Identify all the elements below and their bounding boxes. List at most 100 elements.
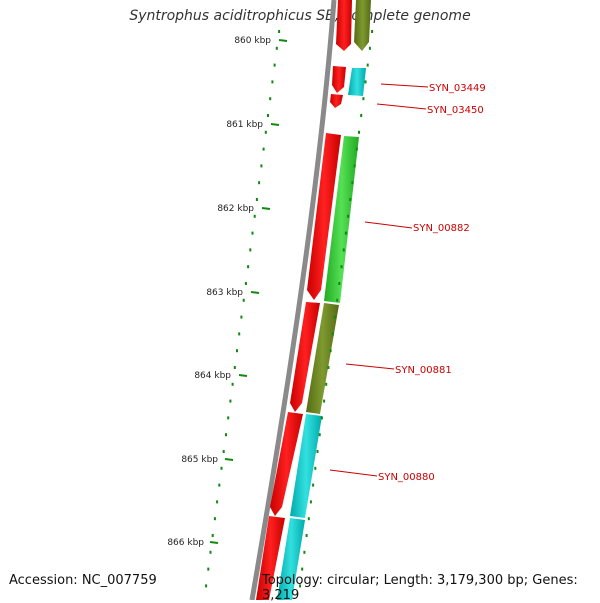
ruler-dot	[353, 164, 356, 168]
tick-label: 863 kbp	[206, 288, 243, 298]
genome-backbone	[249, 0, 337, 600]
ruler-dot	[314, 466, 317, 470]
ruler-dot	[368, 46, 371, 50]
ruler-dot	[247, 265, 250, 269]
gene-label-leaders	[329, 83, 429, 477]
major-tick	[224, 458, 234, 461]
ruler-dot	[260, 164, 263, 168]
ruler-dot	[316, 450, 319, 453]
ruler-dot	[327, 366, 330, 369]
ruler-dot	[231, 382, 234, 386]
tick-label: 865 kbp	[181, 455, 218, 465]
ruler-dot	[267, 114, 269, 117]
major-tick	[261, 207, 271, 210]
summary-text: Topology: circular; Length: 3,179,300 bp…	[262, 573, 578, 603]
cds-feature	[290, 302, 320, 412]
gene-feature-olive	[306, 303, 339, 414]
ruler-dot	[329, 349, 332, 353]
ruler-dot	[207, 567, 210, 571]
ruler-dot	[227, 416, 230, 420]
ruler-dot	[218, 483, 221, 487]
ruler-dot	[362, 97, 365, 101]
ruler-dot	[238, 332, 241, 336]
ruler-dot	[275, 46, 278, 50]
accession-text: Accession: NC_007759	[9, 573, 157, 588]
leader-line	[364, 221, 413, 229]
ruler-dot	[364, 80, 367, 84]
gene-label[interactable]: SYN_03450	[427, 105, 484, 116]
ruler-dot	[209, 550, 212, 554]
ruler-dot	[336, 298, 339, 302]
gene-label[interactable]: SYN_00882	[413, 223, 470, 234]
ruler-dot	[347, 214, 350, 218]
ruler-dot	[278, 30, 281, 33]
gene-label[interactable]: SYN_03449	[429, 83, 486, 94]
tick-label: 861 kbp	[226, 120, 263, 130]
ruler-dot	[264, 130, 267, 134]
cds-feature	[256, 516, 285, 600]
inner-ruler	[205, 30, 281, 588]
ruler-dot	[205, 584, 208, 588]
ruler-dot	[258, 181, 261, 185]
ruler-dot	[325, 382, 328, 386]
cds-feature	[336, 0, 352, 51]
cds-feature	[332, 66, 346, 93]
ruler-dot	[242, 298, 245, 302]
ruler-dot	[371, 30, 374, 33]
ruler-dot	[344, 231, 347, 235]
ruler-dot	[334, 315, 336, 319]
tick-label: 866 kbp	[167, 538, 204, 548]
ruler-dot	[355, 147, 358, 151]
cds-feature	[307, 133, 341, 300]
ruler-dot	[318, 433, 321, 437]
major-tick	[209, 541, 219, 544]
ruler-dot	[251, 231, 254, 235]
ruler-dot	[301, 567, 304, 571]
gene-label[interactable]: SYN_00881	[395, 365, 452, 376]
ruler-dot	[309, 500, 312, 504]
gene-feature-olive	[354, 0, 371, 51]
gene-labels: SYN_03449 SYN_03450 SYN_00882 SYN_00881 …	[378, 83, 486, 483]
major-tick	[270, 123, 280, 126]
ruler-dot	[262, 147, 265, 151]
ruler-dot	[213, 517, 216, 521]
map-title: Syntrophus aciditrophicus SB, complete g…	[129, 8, 471, 24]
ruler-dot	[303, 550, 306, 554]
ruler-ticks: 860 kbp 861 kbp 862 kbp 863 kbp 864 kbp …	[167, 36, 288, 548]
ruler-dot	[222, 450, 225, 453]
ruler-dot	[211, 534, 214, 537]
leader-line	[345, 363, 395, 370]
ruler-dot	[249, 248, 252, 252]
ruler-dot	[233, 366, 236, 369]
major-tick	[278, 39, 288, 42]
forward-strand-track	[256, 0, 352, 600]
major-tick	[238, 374, 248, 377]
tick-label: 860 kbp	[234, 36, 271, 46]
cds-feature	[330, 94, 343, 108]
ruler-dot	[244, 282, 247, 285]
ruler-dot	[220, 466, 223, 470]
ruler-dot	[342, 248, 345, 252]
ruler-dot	[236, 349, 238, 353]
leader-line	[329, 469, 378, 477]
ruler-dot	[312, 483, 315, 487]
ruler-dot	[358, 130, 360, 134]
ruler-dot	[360, 114, 363, 117]
gene-feature-cyan	[277, 518, 305, 600]
ruler-dot	[307, 517, 310, 521]
leader-line	[380, 83, 429, 88]
ruler-dot	[299, 584, 301, 588]
ruler-dot	[331, 332, 334, 336]
tick-label: 864 kbp	[194, 371, 231, 381]
ruler-dot	[225, 433, 227, 437]
ruler-dot	[269, 97, 272, 101]
ruler-dot	[338, 282, 341, 285]
ruler-dot	[229, 399, 232, 403]
ruler-dot	[323, 399, 326, 403]
gene-feature-cyan	[348, 68, 366, 96]
ruler-dot	[253, 214, 256, 218]
gene-label[interactable]: SYN_00880	[378, 472, 435, 483]
ruler-dot	[351, 181, 354, 185]
cds-feature	[270, 412, 303, 516]
ruler-dot	[271, 80, 274, 84]
